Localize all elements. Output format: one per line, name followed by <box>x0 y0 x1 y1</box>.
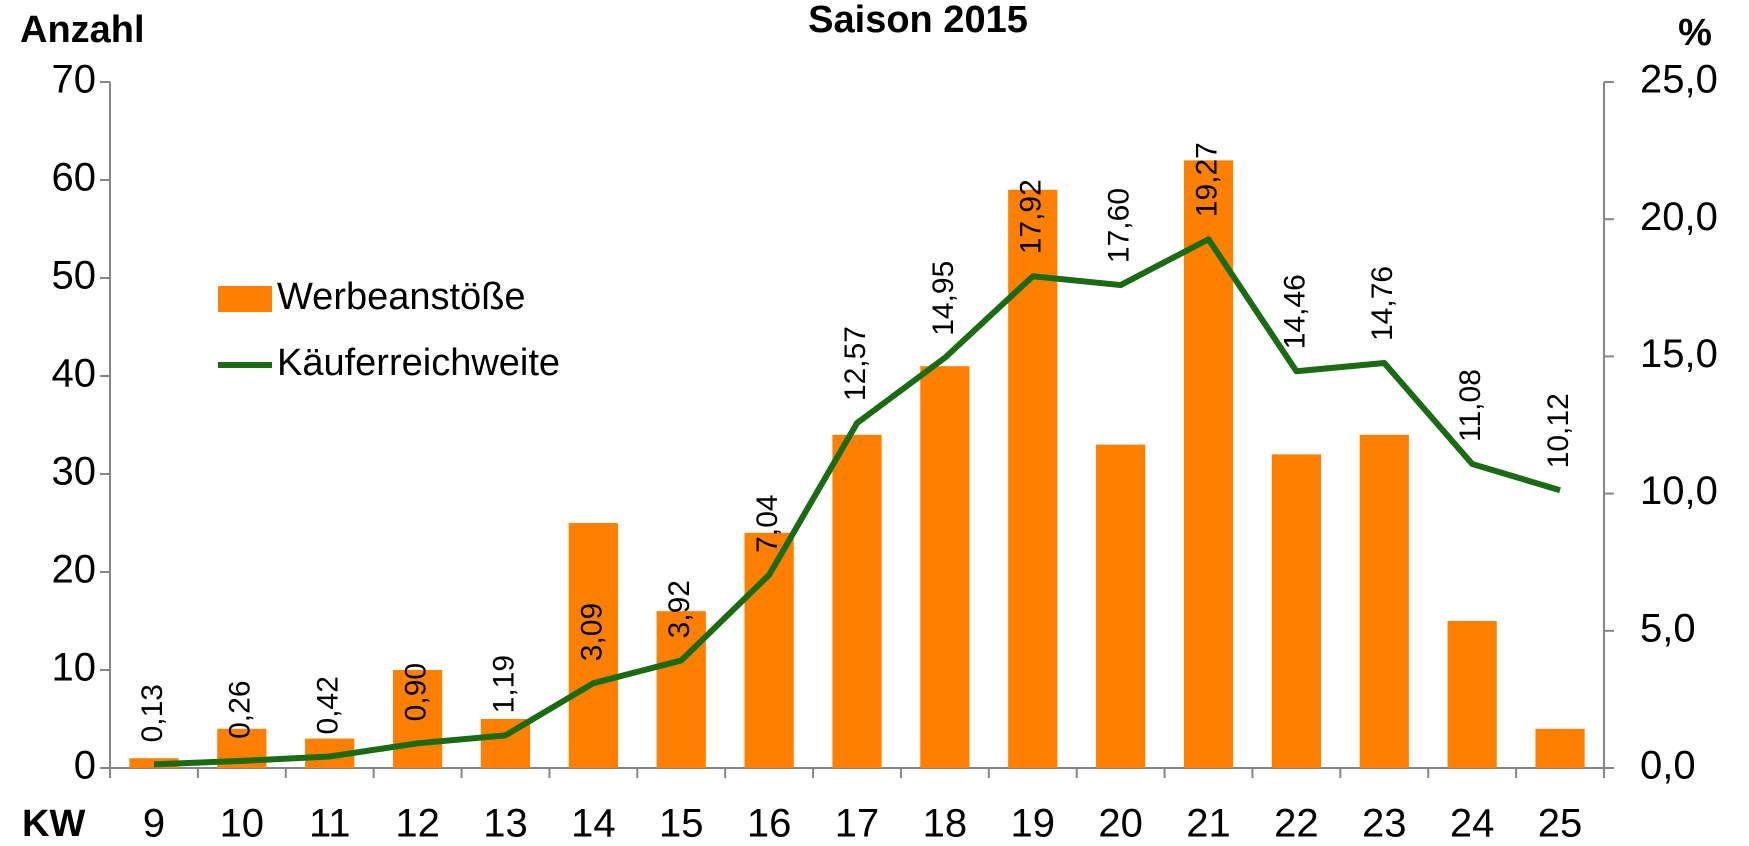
bar <box>1271 454 1322 768</box>
bar <box>1096 444 1146 768</box>
x-tick-label: 10 <box>220 802 265 846</box>
x-tick-label: 21 <box>1186 802 1231 846</box>
y2-tick-label: 0,0 <box>1640 744 1696 788</box>
y-tick-label: 40 <box>52 352 97 396</box>
value-label: 3,09 <box>575 603 608 661</box>
value-label: 0,90 <box>400 663 433 721</box>
value-label: 0,26 <box>224 680 257 738</box>
y-tick-label: 50 <box>52 254 97 298</box>
chart-title: Saison 2015 <box>808 0 1028 41</box>
y2-tick-label: 25,0 <box>1640 58 1718 102</box>
x-tick-label: 11 <box>309 802 351 846</box>
x-tick-label: 17 <box>835 802 880 846</box>
y-tick-label: 60 <box>52 156 97 200</box>
legend-label: Werbeanstöße <box>277 276 526 318</box>
x-tick-label: 24 <box>1450 802 1495 846</box>
y2-tick-label: 5,0 <box>1640 606 1696 650</box>
line <box>153 236 1561 768</box>
value-label: 11,08 <box>1454 369 1487 442</box>
x-tick-label: 25 <box>1538 802 1583 846</box>
y-tick-label: 30 <box>52 450 97 494</box>
y2-tick-label: 10,0 <box>1640 469 1718 513</box>
value-label: 0,42 <box>312 676 345 734</box>
y-tick-label: 70 <box>52 58 97 102</box>
bar <box>744 532 794 768</box>
bar <box>1008 189 1058 769</box>
value-label: 17,60 <box>1103 188 1136 263</box>
value-label: 0,13 <box>136 684 169 742</box>
x-tick-label: 16 <box>747 802 792 846</box>
value-label: 3,92 <box>663 580 696 638</box>
x-tick-label: 19 <box>1011 802 1056 846</box>
bar <box>832 434 882 768</box>
value-label: 12,57 <box>839 326 872 401</box>
bar <box>920 366 970 768</box>
legend-label: Käuferreichweite <box>277 342 560 384</box>
y-tick-label: 20 <box>52 548 97 592</box>
y2-axis-label: % <box>1678 12 1712 54</box>
value-label: 17,92 <box>1015 179 1048 254</box>
value-label: 14,76 <box>1366 266 1399 341</box>
value-label: 7,04 <box>751 494 784 552</box>
bar <box>1359 434 1409 768</box>
y-tick-label: 0 <box>74 744 96 788</box>
bar <box>1535 728 1585 768</box>
value-label: 1,19 <box>487 655 520 713</box>
x-tick-label: 23 <box>1362 802 1407 846</box>
bar <box>568 523 618 768</box>
x-tick-label: 22 <box>1274 802 1319 846</box>
y-tick-label: 10 <box>52 646 97 690</box>
bar <box>392 670 443 768</box>
y2-tick-label: 20,0 <box>1640 195 1718 239</box>
x-tick-label: 9 <box>143 802 165 846</box>
x-tick-label: 18 <box>923 802 968 846</box>
value-label: 14,95 <box>927 261 960 336</box>
y2-tick-label: 15,0 <box>1640 332 1718 376</box>
value-label: 19,27 <box>1190 142 1223 217</box>
legend-swatch <box>218 286 272 312</box>
x-tick-label: 12 <box>395 802 440 846</box>
x-tick-label: 15 <box>659 802 704 846</box>
bar <box>656 611 706 768</box>
x-tick-label: 13 <box>483 802 528 846</box>
x-tick-label: 14 <box>571 802 616 846</box>
y-axis-label: Anzahl <box>20 9 145 51</box>
value-label: 14,46 <box>1278 274 1311 349</box>
x-axis-label: KW <box>22 803 85 845</box>
x-tick-label: 20 <box>1098 802 1143 846</box>
bar <box>1447 621 1497 768</box>
value-label: 10,12 <box>1542 393 1575 468</box>
